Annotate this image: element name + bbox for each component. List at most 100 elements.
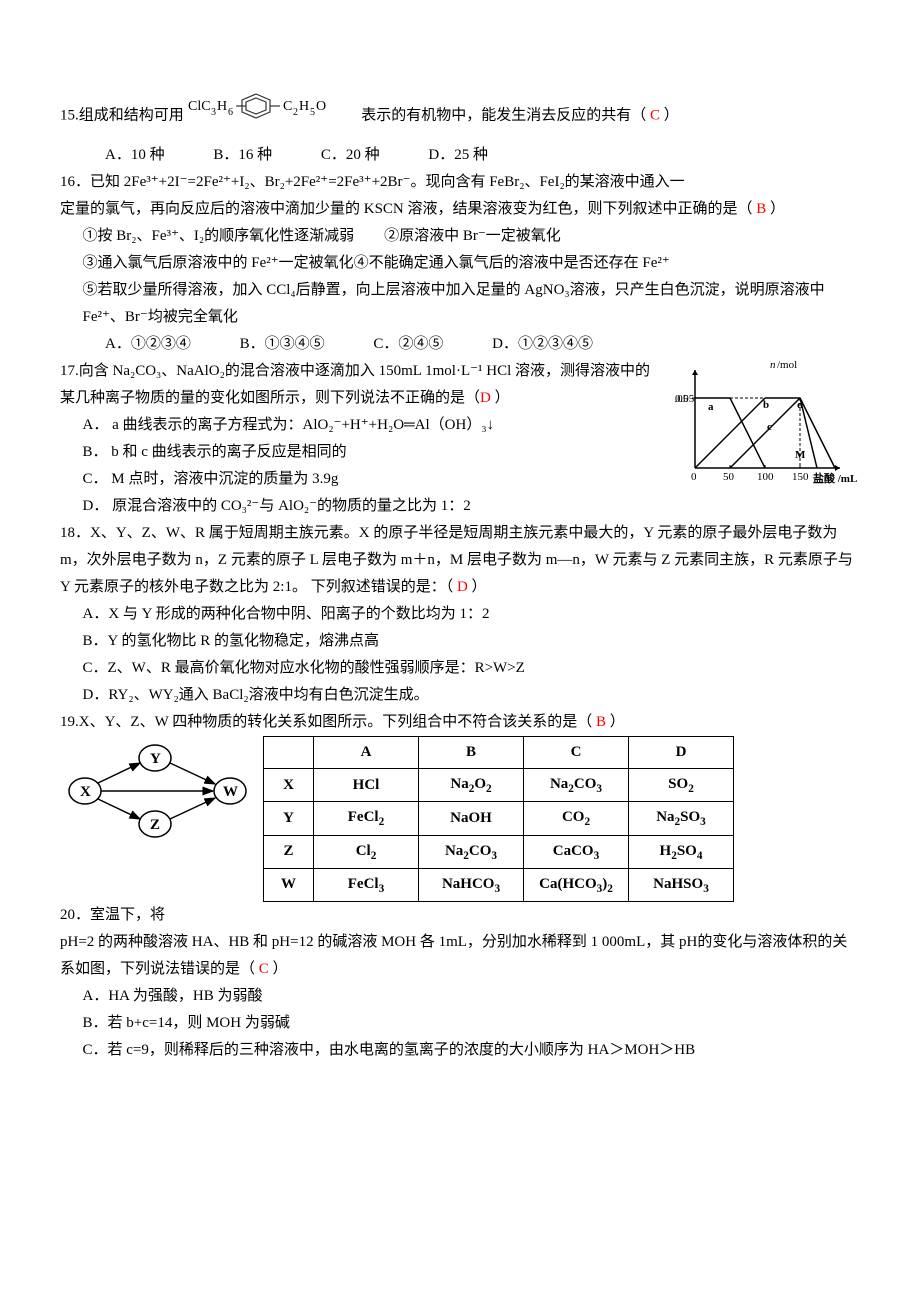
q16-items: ①按 Br₂、Fe³⁺、I₂的顺序氧化性逐渐减弱 ②原溶液中 Br⁻一定被氧化 … (60, 223, 860, 331)
question-20: 20．室温下，将 (60, 902, 860, 929)
svg-text:150: 150 (792, 471, 809, 483)
q16-line2: 定量的氯气，再向反应后的溶液中滴加少量的 KSCN 溶液，结果溶液变为红色，则下… (60, 201, 756, 217)
cell-chem: Cl2 (314, 835, 419, 868)
q17-ans: D (480, 390, 491, 406)
q18-b: B．Y 的氢化物比 R 的氢化物稳定，熔沸点高 (83, 628, 861, 655)
svg-text:H: H (299, 99, 309, 114)
q15-opt-c: C．20 种 (321, 142, 380, 169)
q16-close: ） (766, 201, 785, 217)
formula-left-text: ClC (188, 99, 211, 114)
question-17: n /mol 0 50 100 150 盐酸 /mL 0.05 0.05 (60, 358, 860, 520)
cell-chem: CO2 (524, 802, 629, 835)
cell-chem: Na2O2 (419, 769, 524, 802)
q19-figure-row: X Y Z W A B C D X HCl Na2O2 Na2CO3 SO2 (60, 736, 860, 902)
q20-opts: A．HA 为强酸，HB 为弱酸 B．若 b+c=14，则 MOH 为弱碱 C．若… (60, 983, 860, 1064)
q16-ans: B (756, 201, 766, 217)
svg-text:H: H (217, 99, 227, 114)
q19-text: X、Y、Z、W 四种物质的转化关系如图所示。下列组合中不符合该关系的是（ (79, 714, 596, 730)
cell-chem: NaHCO3 (419, 868, 524, 901)
table-row: W FeCl3 NaHCO3 Ca(HCO3)2 NaHSO3 (264, 868, 734, 901)
chart-y-label: n (770, 359, 776, 371)
svg-text:0.05: 0.05 (675, 393, 695, 405)
q20-ans: C (259, 961, 269, 977)
q20-a: A．HA 为强酸，HB 为弱酸 (83, 983, 861, 1010)
q16-item1: ①按 Br₂、Fe³⁺、I₂的顺序氧化性逐渐减弱 ②原溶液中 Br⁻一定被氧化 (83, 223, 861, 250)
svg-text:M: M (795, 449, 806, 461)
cell-chem: H2SO4 (629, 835, 734, 868)
q18-a: A．X 与 Y 形成的两种化合物中阴、阳离子的个数比均为 1：2 (83, 601, 861, 628)
q16-line1: 已知 2Fe³⁺+2I⁻=2Fe²⁺+I₂、Br₂+2Fe²⁺=2Fe³⁺+2B… (90, 174, 685, 190)
q15-opt-b: B．16 种 (213, 142, 272, 169)
cell-chem: Na2CO3 (524, 769, 629, 802)
q16-opt-a: A．①②③④ (105, 331, 191, 358)
q19-diagram: X Y Z W (60, 736, 255, 856)
q15-opt-d: D．25 种 (428, 142, 488, 169)
cell-chem: CaCO3 (524, 835, 629, 868)
q20-b: B．若 b+c=14，则 MOH 为弱碱 (83, 1010, 861, 1037)
q19-num: 19. (60, 714, 79, 730)
cell-chem: FeCl2 (314, 802, 419, 835)
q18-c: C．Z、W、R 最高价氧化物对应水化物的酸性强弱顺序是：R>W>Z (83, 655, 861, 682)
table-head-row: A B C D (264, 737, 734, 769)
q18-ans: D (457, 579, 468, 595)
question-16: 16．已知 2Fe³⁺+2I⁻=2Fe²⁺+I₂、Br₂+2Fe²⁺=2Fe³⁺… (60, 169, 860, 196)
svg-text:3: 3 (211, 107, 216, 118)
cell-chem: Ca(HCO3)2 (524, 868, 629, 901)
svg-text:/mol: /mol (777, 359, 797, 371)
svg-text:6: 6 (228, 107, 233, 118)
q19-ans: B (596, 714, 606, 730)
q20-text1: 室温下，将 (90, 907, 165, 923)
svg-text:Z: Z (150, 817, 160, 833)
q16-cont: 定量的氯气，再向反应后的溶液中滴加少量的 KSCN 溶液，结果溶液变为红色，则下… (60, 196, 860, 223)
svg-text:0: 0 (691, 471, 697, 483)
svg-text:100: 100 (757, 471, 774, 483)
question-15: 15.组成和结构可用 ClC 3 H 6 C 2 H 5 O 表示的有机物中，能… (60, 90, 860, 142)
cell-chem: NaHSO3 (629, 868, 734, 901)
svg-text:5: 5 (310, 107, 315, 118)
q15-post: 表示的有机物中，能发生消去反应的共有（ (358, 107, 651, 123)
q15-pre: 组成和结构可用 (79, 107, 184, 123)
svg-text:盐酸 /mL: 盐酸 /mL (813, 471, 857, 485)
q19-table: A B C D X HCl Na2O2 Na2CO3 SO2 Y FeCl2 N… (263, 736, 734, 902)
q18-num: 18． (60, 525, 90, 541)
q16-opt-d: D．①②③④⑤ (492, 331, 593, 358)
q18-d: D．RY₂、WY₂通入 BaCl₂溶液中均有白色沉淀生成。 (83, 682, 861, 709)
svg-text:X: X (80, 784, 91, 800)
q18-opts: A．X 与 Y 形成的两种化合物中阴、阳离子的个数比均为 1：2 B．Y 的氢化… (60, 601, 860, 709)
svg-text:Y: Y (150, 751, 161, 767)
svg-text:c: c (767, 421, 772, 433)
q17-close: ） (491, 390, 510, 406)
cell-chem: Na2SO3 (629, 802, 734, 835)
q20-text2: pH=2 的两种酸溶液 HA、HB 和 pH=12 的碱溶液 MOH 各 1mL… (60, 934, 847, 977)
svg-text:O: O (316, 99, 326, 114)
q16-item3: ⑤若取少量所得溶液，加入 CCl₄后静置，向上层溶液中加入足量的 AgNO₃溶液… (83, 277, 861, 331)
svg-text:C: C (283, 99, 292, 114)
q17-num: 17. (60, 363, 79, 379)
q18-close: ） (468, 579, 487, 595)
q16-opt-b: B．①③④⑤ (240, 331, 325, 358)
q16-num: 16． (60, 174, 90, 190)
q20-num: 20． (60, 907, 90, 923)
svg-text:a: a (708, 401, 714, 413)
q16-options: A．①②③④ B．①③④⑤ C．②④⑤ D．①②③④⑤ (60, 331, 860, 358)
q20-close: ） (269, 961, 288, 977)
table-row: Y FeCl2 NaOH CO2 Na2SO3 (264, 802, 734, 835)
q15-structure: ClC 3 H 6 C 2 H 5 O (188, 90, 358, 142)
q15-num: 15. (60, 107, 79, 123)
cell-chem: SO2 (629, 769, 734, 802)
table-row: Z Cl2 Na2CO3 CaCO3 H2SO4 (264, 835, 734, 868)
question-18: 18．X、Y、Z、W、R 属于短周期主族元素。X 的原子半径是短周期主族元素中最… (60, 520, 860, 601)
svg-text:50: 50 (723, 471, 735, 483)
question-19: 19.X、Y、Z、W 四种物质的转化关系如图所示。下列组合中不符合该关系的是（ … (60, 709, 860, 736)
q15-ans: C (650, 107, 660, 123)
svg-text:b: b (763, 399, 769, 411)
q17-chart: n /mol 0 50 100 150 盐酸 /mL 0.05 0.05 (675, 358, 860, 498)
svg-text:2: 2 (293, 107, 298, 118)
table-row: X HCl Na2O2 Na2CO3 SO2 (264, 769, 734, 802)
svg-text:d: d (797, 399, 803, 411)
q17-text: 向含 Na₂CO₃、NaAlO₂的混合溶液中逐滴加入 150mL 1mol·L⁻… (60, 363, 650, 406)
q16-opt-c: C．②④⑤ (373, 331, 443, 358)
q20-c: C．若 c=9，则稀释后的三种溶液中，由水电离的氢离子的浓度的大小顺序为 HA＞… (60, 1037, 860, 1064)
q20-cont: pH=2 的两种酸溶液 HA、HB 和 pH=12 的碱溶液 MOH 各 1mL… (60, 929, 860, 983)
cell-chem: Na2CO3 (419, 835, 524, 868)
